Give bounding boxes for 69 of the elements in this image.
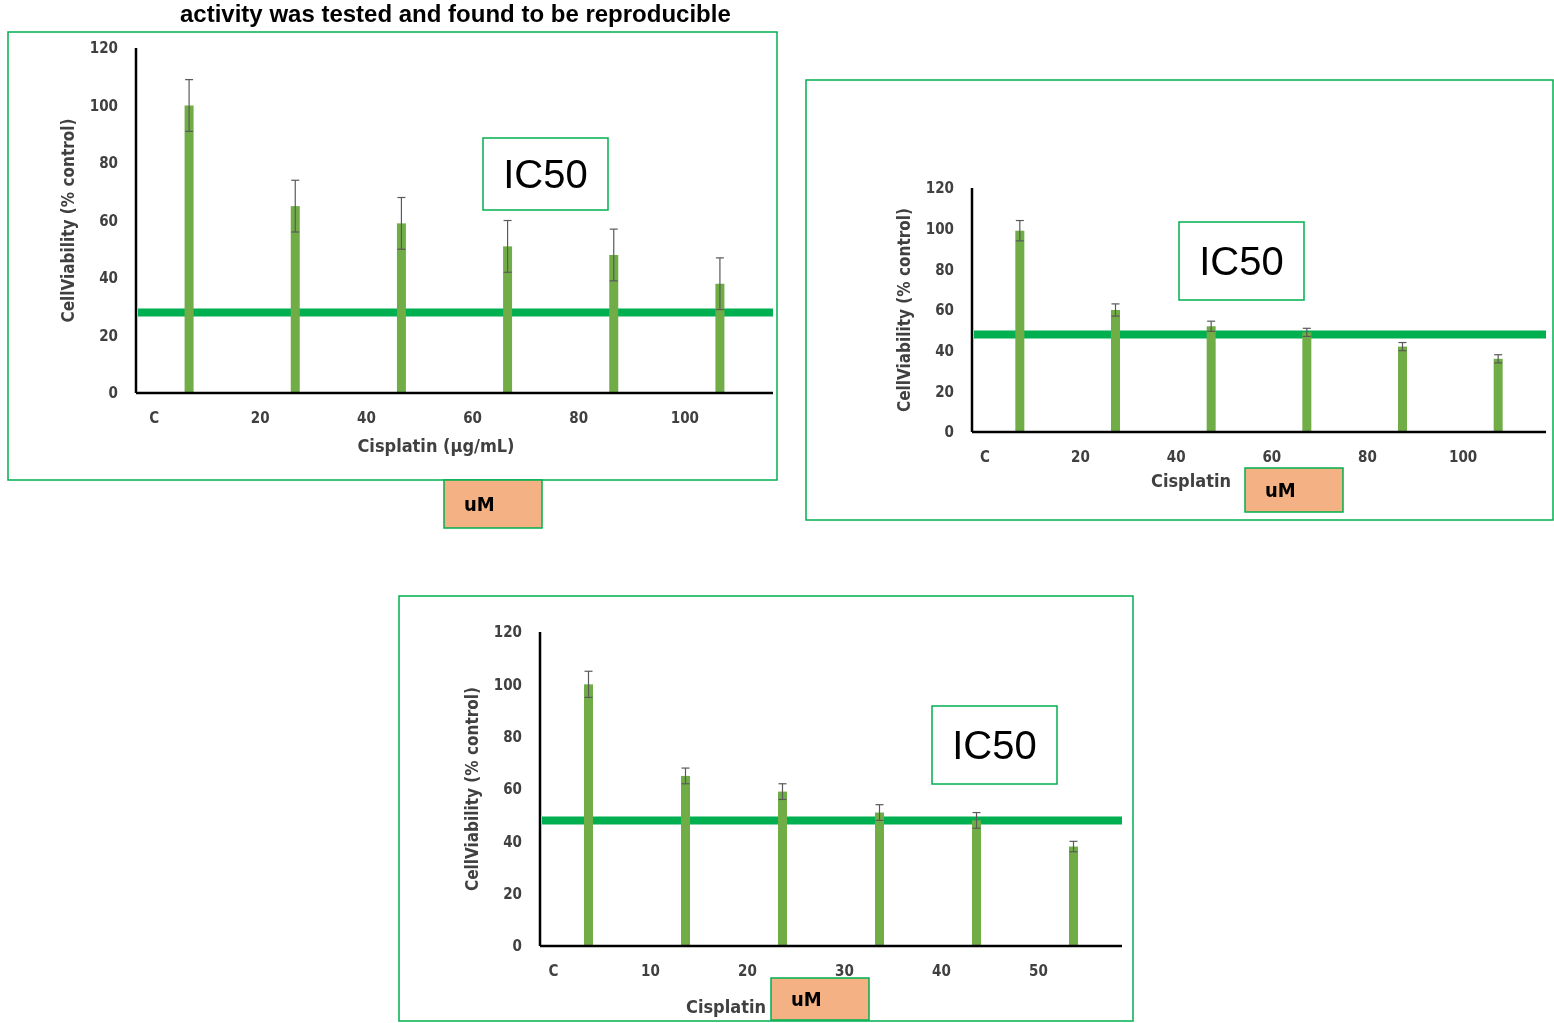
x-tick-label: 50 xyxy=(1029,962,1048,980)
y-tick-label: 100 xyxy=(89,96,118,115)
y-tick-label: 120 xyxy=(925,179,954,198)
bar xyxy=(778,791,787,946)
y-tick-label: 0 xyxy=(512,937,522,956)
y-tick-label: 40 xyxy=(935,341,954,360)
x-tick-label: C xyxy=(149,409,160,427)
y-tick-label: 0 xyxy=(944,423,954,442)
y-axis-title: CellViability (% control) xyxy=(894,207,914,413)
y-tick-label: 120 xyxy=(493,623,522,642)
bar xyxy=(1069,846,1078,946)
y-tick-label: 100 xyxy=(493,675,522,694)
y-tick-label: 40 xyxy=(99,269,118,288)
bar xyxy=(1015,230,1025,432)
x-tick-label: 40 xyxy=(357,409,376,427)
text: uM xyxy=(791,987,822,1011)
bar xyxy=(609,255,619,393)
x-tick-label: 20 xyxy=(738,962,757,980)
y-tick-label: 40 xyxy=(503,832,522,851)
y-axis-title: CellViability (% control) xyxy=(462,686,482,892)
x-axis-title: Cisplatin (µg/mL) xyxy=(357,435,515,456)
y-axis-title: CellViability (% control) xyxy=(58,118,78,323)
bar xyxy=(1493,358,1503,432)
x-axis-title: Cisplatin xyxy=(686,996,766,1017)
x-tick-label: 60 xyxy=(463,409,482,427)
x-tick-label: C xyxy=(979,448,990,466)
y-tick-label: 120 xyxy=(89,39,118,58)
bar xyxy=(503,246,513,393)
bar xyxy=(290,206,300,393)
x-tick-label: 60 xyxy=(1262,448,1282,466)
text: uM xyxy=(464,492,495,516)
x-tick-label: 10 xyxy=(641,962,660,980)
bar xyxy=(1206,326,1216,432)
bar xyxy=(584,684,593,946)
y-tick-label: 0 xyxy=(108,384,118,403)
bar xyxy=(972,820,981,946)
x-tick-label: 20 xyxy=(250,409,270,427)
annotation: IC50 xyxy=(1199,239,1284,283)
bar xyxy=(715,283,725,393)
y-tick-label: 60 xyxy=(503,780,522,799)
x-tick-label: 100 xyxy=(670,409,699,427)
bar xyxy=(184,105,194,393)
y-tick-label: 20 xyxy=(935,382,954,401)
bar xyxy=(875,812,884,946)
y-tick-label: 80 xyxy=(503,727,522,746)
x-tick-label: 100 xyxy=(1449,448,1478,466)
bar xyxy=(396,223,406,393)
y-tick-label: 20 xyxy=(503,884,522,903)
bar xyxy=(1398,346,1407,432)
text: uM xyxy=(1265,478,1296,502)
chart-title: activity was tested and found to be reproducible xyxy=(180,0,731,27)
bar xyxy=(1111,310,1120,432)
x-tick-label: 80 xyxy=(569,409,589,427)
y-tick-label: 80 xyxy=(935,260,954,279)
bar xyxy=(1302,332,1312,432)
x-tick-label: 40 xyxy=(1166,448,1186,466)
annotation: IC50 xyxy=(952,723,1037,767)
x-axis-title: Cisplatin xyxy=(1151,470,1231,491)
y-tick-label: 60 xyxy=(935,301,954,320)
x-tick-label: 30 xyxy=(835,962,854,980)
y-tick-label: 100 xyxy=(925,219,954,238)
annotation: IC50 xyxy=(503,152,588,196)
y-tick-label: 60 xyxy=(99,211,118,230)
y-tick-label: 80 xyxy=(99,154,118,173)
y-tick-label: 20 xyxy=(99,326,118,345)
x-tick-label: C xyxy=(548,962,559,980)
x-tick-label: 20 xyxy=(1071,448,1090,466)
x-tick-label: 80 xyxy=(1358,448,1377,466)
bar xyxy=(681,775,690,946)
